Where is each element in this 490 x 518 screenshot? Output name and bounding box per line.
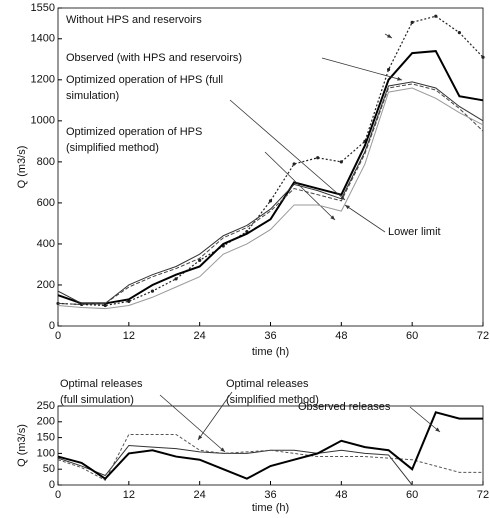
y-tick-label: 0: [49, 479, 55, 491]
series-marker: [292, 162, 296, 166]
y-tick-label: 100: [37, 447, 55, 459]
x-tick-label: 12: [123, 489, 135, 501]
series-marker: [316, 156, 320, 160]
series-marker: [268, 199, 273, 203]
arrow-head: [340, 195, 345, 200]
annotation-label: Optimized operation of HPS (simplified m…: [66, 126, 203, 154]
x-tick-label: 24: [194, 489, 206, 501]
x-tick-label: 72: [477, 489, 489, 501]
series-line: [57, 81, 484, 304]
y-axis-label: Q (m3/s): [16, 424, 28, 467]
series-marker: [434, 14, 438, 18]
y-tick-label: 600: [37, 197, 55, 209]
series-line: [57, 87, 484, 310]
y-tick-label: 0: [49, 320, 55, 332]
y-tick-label: 1000: [31, 115, 55, 127]
series-marker: [386, 67, 391, 72]
y-tick-label: 400: [37, 238, 55, 250]
x-axis-label: time (h): [252, 502, 289, 514]
annotation-label: Optimal releases (simplified method): [226, 378, 319, 406]
series-marker: [174, 277, 178, 281]
x-axis-label: time (h): [252, 346, 289, 358]
x-tick-label: 60: [406, 330, 418, 342]
y-tick-label: 150: [37, 432, 55, 444]
arrow-head: [435, 427, 440, 432]
arrow-head: [397, 76, 402, 81]
annotation-label-box: Optimal releases (simplified method): [226, 378, 319, 406]
annotation-arrow: [229, 99, 346, 201]
annotation-label: Lower limit: [388, 226, 441, 238]
y-axis-label: Q (m3/s): [16, 146, 28, 189]
annotation-label: Optimized operation of HPS (full simulat…: [66, 74, 224, 102]
annotation-arrow: [409, 406, 441, 433]
annotation-arrow: [264, 151, 336, 221]
y-tick-label: 800: [37, 156, 55, 168]
arrow-head: [220, 447, 225, 452]
x-tick-label: 0: [55, 330, 61, 342]
series-line: [57, 411, 483, 480]
y-tick-label: 1200: [31, 74, 55, 86]
x-tick-label: 36: [264, 330, 276, 342]
x-tick-label: 12: [123, 330, 135, 342]
annotation-label: Optimal releases (full simulation): [60, 378, 143, 406]
y-tick-label: 50: [43, 463, 55, 475]
x-tick-label: 60: [406, 489, 418, 501]
y-tick-label: 250: [37, 400, 55, 412]
series-line: [57, 433, 483, 481]
y-tick-label: 1550: [31, 2, 55, 14]
series-marker: [103, 303, 107, 308]
series-marker: [198, 258, 202, 262]
series-marker: [339, 160, 343, 164]
series-line: [57, 83, 484, 305]
annotation-label-box: Optimal releases (full simulation): [60, 378, 143, 406]
annotation-arrow: [159, 394, 226, 453]
x-tick-label: 36: [264, 489, 276, 501]
annotation-arrow: [344, 204, 386, 233]
annotation-label-box: Observed releases: [298, 401, 391, 413]
annotation-arrow: [197, 391, 233, 441]
arrow-head: [330, 215, 335, 220]
annotation-label: Without HPS and reservoirs: [66, 14, 202, 26]
series-marker: [457, 31, 461, 35]
x-tick-label: 72: [477, 330, 489, 342]
y-tick-label: 200: [37, 416, 55, 428]
series-marker: [410, 20, 414, 24]
arrow-head: [198, 435, 203, 440]
series-marker: [150, 289, 155, 293]
arrow-head: [387, 34, 392, 38]
x-tick-label: 48: [335, 330, 347, 342]
x-tick-label: 24: [194, 330, 206, 342]
y-tick-label: 200: [37, 279, 55, 291]
series-line: [57, 50, 484, 305]
annotation-label-box: Lower limit: [388, 226, 441, 238]
annotation-label: Observed releases: [298, 401, 391, 413]
annotation-label-box: Observed (with HPS and reservoirs): [66, 52, 243, 64]
annotation-label-box: Without HPS and reservoirs: [66, 14, 202, 26]
arrow-head: [345, 205, 350, 210]
x-tick-label: 0: [55, 489, 61, 501]
series-marker: [481, 55, 485, 59]
annotation-label-box: Optimized operation of HPS (simplified m…: [66, 126, 203, 154]
x-tick-label: 48: [335, 489, 347, 501]
annotation-label: Observed (with HPS and reservoirs): [66, 52, 243, 64]
y-tick-label: 1400: [31, 33, 55, 45]
annotation-label-box: Optimized operation of HPS (full simulat…: [66, 74, 224, 102]
plot-frame: [57, 405, 484, 486]
series-marker: [127, 299, 131, 303]
annotation-arrow: [321, 57, 403, 81]
